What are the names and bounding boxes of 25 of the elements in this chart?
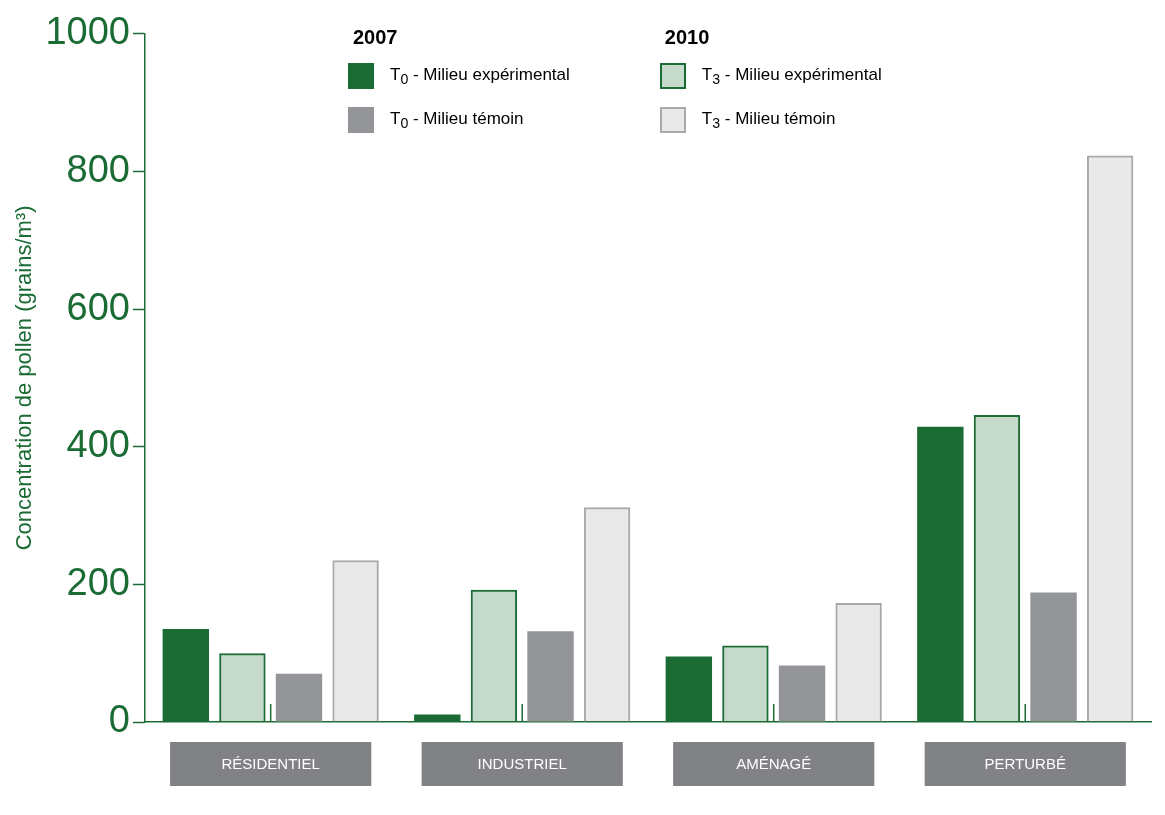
x-tick-label: PERTURBÉ bbox=[984, 755, 1066, 773]
legend-label: T$_{0}$ - Milieu expérimental bbox=[390, 64, 570, 88]
bar bbox=[1086, 155, 1134, 722]
bar bbox=[275, 673, 323, 722]
bar bbox=[527, 631, 574, 722]
y-tick-label: 400 bbox=[66, 423, 130, 466]
y-tick-label: 1000 bbox=[45, 10, 130, 53]
x-tick-label: INDUSTRIEL bbox=[477, 755, 567, 773]
y-tick-label: 600 bbox=[66, 285, 130, 328]
bar bbox=[332, 560, 379, 722]
legend-label: T$_{0}$ - Milieu témoin bbox=[390, 108, 524, 132]
bar bbox=[1030, 592, 1077, 722]
legend-label: T$_{3}$ - Milieu expérimental bbox=[701, 64, 882, 88]
annotation: 2007 bbox=[353, 26, 399, 49]
y-tick-label: 0 bbox=[108, 698, 130, 741]
bar bbox=[835, 602, 882, 722]
y-tick-label: 800 bbox=[66, 147, 130, 190]
legend-label: T$_{3}$ - Milieu témoin bbox=[701, 108, 836, 132]
bar bbox=[778, 665, 826, 722]
y-tick-label: 200 bbox=[66, 560, 130, 603]
y-axis-title: Concentration de pollen (grains/m³) bbox=[11, 205, 37, 551]
annotation: 2010 bbox=[664, 26, 711, 49]
x-tick-label: RÉSIDENTIEL bbox=[221, 755, 320, 773]
bar bbox=[583, 507, 631, 722]
x-tick-label: AMÉNAGÉ bbox=[736, 755, 812, 773]
